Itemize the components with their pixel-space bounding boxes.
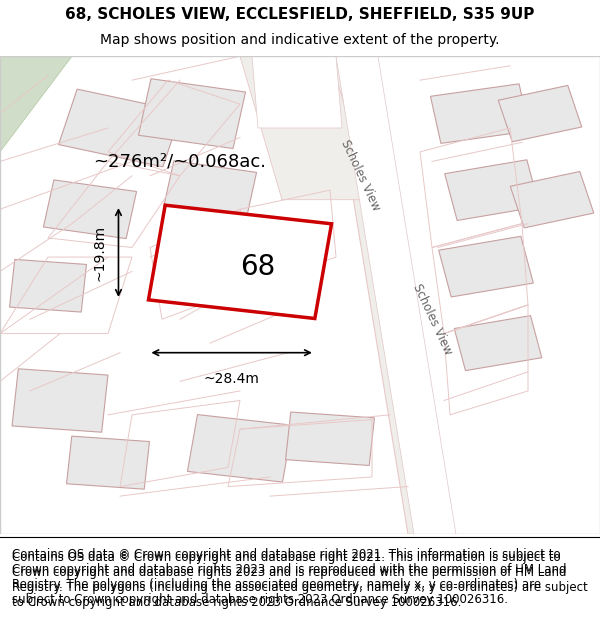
Text: ~28.4m: ~28.4m	[204, 372, 260, 386]
Text: 68, SCHOLES VIEW, ECCLESFIELD, SHEFFIELD, S35 9UP: 68, SCHOLES VIEW, ECCLESFIELD, SHEFFIELD…	[65, 8, 535, 22]
Text: Scholes View: Scholes View	[410, 282, 454, 357]
Polygon shape	[430, 84, 530, 143]
Polygon shape	[12, 369, 108, 432]
Text: ~19.8m: ~19.8m	[92, 224, 106, 281]
Text: Contains OS data © Crown copyright and database right 2021. This information is : Contains OS data © Crown copyright and d…	[12, 548, 566, 606]
Polygon shape	[10, 259, 86, 312]
Text: 68: 68	[241, 253, 275, 281]
Text: ~276m²/~0.068ac.: ~276m²/~0.068ac.	[94, 152, 266, 171]
Polygon shape	[510, 171, 594, 228]
Polygon shape	[240, 56, 372, 200]
Polygon shape	[163, 161, 257, 219]
Polygon shape	[139, 79, 245, 149]
Polygon shape	[148, 205, 332, 319]
Polygon shape	[498, 86, 582, 142]
Polygon shape	[43, 180, 137, 239]
Polygon shape	[439, 236, 533, 297]
Text: Contains OS data © Crown copyright and database right 2021. This information is : Contains OS data © Crown copyright and d…	[12, 551, 588, 609]
Polygon shape	[330, 56, 450, 534]
Polygon shape	[336, 56, 456, 534]
Polygon shape	[187, 414, 293, 482]
Polygon shape	[454, 316, 542, 371]
Polygon shape	[445, 160, 539, 221]
Polygon shape	[59, 89, 181, 167]
Polygon shape	[252, 56, 342, 128]
Polygon shape	[67, 436, 149, 489]
Polygon shape	[0, 56, 72, 152]
Text: Scholes View: Scholes View	[338, 138, 382, 213]
Polygon shape	[286, 412, 374, 466]
Text: Map shows position and indicative extent of the property.: Map shows position and indicative extent…	[100, 33, 500, 47]
